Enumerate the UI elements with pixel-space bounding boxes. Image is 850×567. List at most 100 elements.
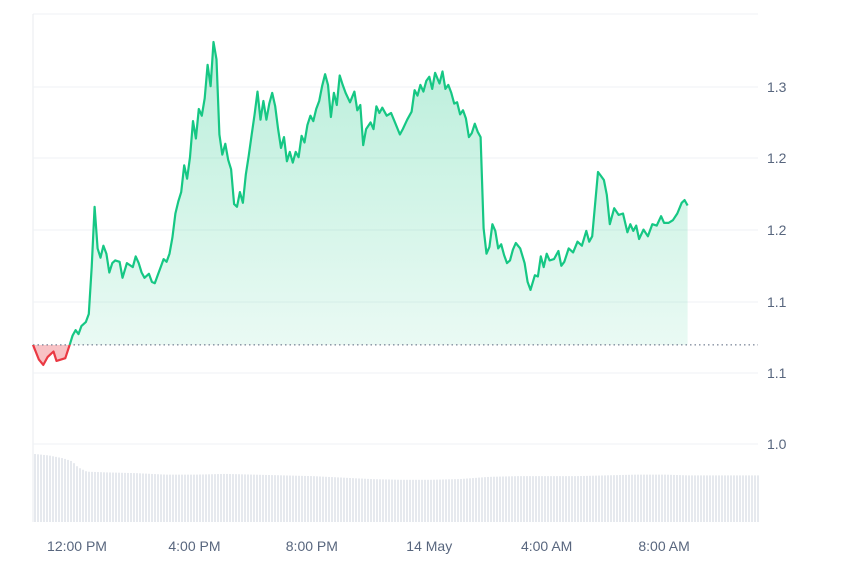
volume-bar bbox=[382, 479, 384, 522]
volume-bar bbox=[217, 474, 219, 522]
volume-bar bbox=[376, 479, 378, 522]
volume-bar bbox=[208, 474, 210, 522]
volume-bar bbox=[625, 474, 627, 522]
volume-bar bbox=[523, 476, 525, 522]
volume-bar bbox=[88, 471, 90, 522]
volume-bar bbox=[394, 479, 396, 522]
volume-bar bbox=[556, 476, 558, 522]
volume-bar bbox=[532, 476, 534, 522]
y-axis-labels: 1.3 1.2 1.2 1.1 1.1 1.0 bbox=[767, 79, 787, 452]
volume-bar bbox=[148, 473, 150, 522]
volume-bar bbox=[250, 474, 252, 522]
y-tick-label: 1.3 bbox=[767, 79, 787, 95]
volume-bar bbox=[175, 474, 177, 522]
volume-bar bbox=[748, 475, 750, 522]
volume-bar bbox=[172, 474, 174, 522]
volume-bar bbox=[133, 473, 135, 522]
volume-bar bbox=[55, 456, 57, 522]
volume-bar bbox=[418, 479, 420, 522]
volume-bar bbox=[397, 479, 399, 522]
volume-bar bbox=[64, 458, 66, 522]
volume-bar bbox=[364, 478, 366, 522]
volume-bar bbox=[499, 476, 501, 522]
volume-bar bbox=[262, 474, 264, 522]
volume-bar bbox=[454, 479, 456, 522]
volume-bar bbox=[127, 472, 129, 522]
volume-bar bbox=[520, 476, 522, 522]
volume-bar bbox=[142, 473, 144, 522]
volume-bar bbox=[595, 475, 597, 522]
volume-bar bbox=[43, 454, 45, 522]
volume-bar bbox=[694, 475, 696, 522]
volume-bar bbox=[739, 475, 741, 522]
volume-bar bbox=[562, 476, 564, 522]
volume-bar bbox=[154, 474, 156, 522]
volume-bar bbox=[646, 474, 648, 522]
volume-bar bbox=[433, 479, 435, 522]
volume-bar bbox=[190, 474, 192, 522]
volume-bar bbox=[478, 477, 480, 522]
volume-bar bbox=[607, 475, 609, 522]
x-tick-label: 4:00 PM bbox=[168, 538, 220, 554]
volume-bar bbox=[241, 474, 243, 522]
volume-bar bbox=[112, 472, 114, 522]
volume-bar bbox=[649, 474, 651, 522]
volume-bar bbox=[295, 475, 297, 522]
volume-bar bbox=[460, 478, 462, 522]
price-line-up bbox=[32, 40, 689, 345]
volume-bar bbox=[268, 475, 270, 522]
volume-bar bbox=[52, 456, 54, 522]
volume-bar bbox=[586, 475, 588, 522]
volume-bar bbox=[622, 474, 624, 522]
volume-bar bbox=[313, 476, 315, 522]
volume-bar bbox=[475, 477, 477, 522]
volume-bar bbox=[358, 478, 360, 522]
volume-bar bbox=[238, 474, 240, 522]
volume-bar bbox=[463, 478, 465, 522]
volume-bar bbox=[664, 474, 666, 522]
volume-bar bbox=[145, 473, 147, 522]
x-tick-label: 14 May bbox=[406, 538, 452, 554]
volume-bar bbox=[544, 476, 546, 522]
volume-bar bbox=[400, 479, 402, 522]
volume-bar bbox=[505, 476, 507, 522]
volume-bar bbox=[109, 472, 111, 522]
x-tick-label: 8:00 AM bbox=[638, 538, 689, 554]
volume-bar bbox=[427, 479, 429, 522]
volume-bar bbox=[415, 479, 417, 522]
volume-bar bbox=[343, 477, 345, 522]
volume-bar bbox=[325, 476, 327, 522]
volume-bar bbox=[73, 463, 75, 522]
volume-bar bbox=[118, 472, 120, 522]
volume-bar bbox=[715, 475, 717, 522]
volume-bar bbox=[487, 476, 489, 522]
volume-bar bbox=[316, 476, 318, 522]
volume-bar bbox=[613, 475, 615, 522]
volume-bar bbox=[115, 472, 117, 522]
volume-bar bbox=[448, 479, 450, 522]
volume-bar bbox=[100, 472, 102, 522]
volume-bar bbox=[451, 479, 453, 522]
volume-bar bbox=[220, 473, 222, 522]
volume-bar bbox=[709, 475, 711, 522]
volume-bar bbox=[235, 474, 237, 522]
volume-bar bbox=[304, 475, 306, 522]
volume-bar bbox=[103, 472, 105, 522]
volume-bar bbox=[592, 475, 594, 522]
volume-bar bbox=[79, 468, 81, 522]
volume-bar bbox=[370, 479, 372, 522]
volume-bar bbox=[679, 475, 681, 522]
volume-bar bbox=[577, 476, 579, 522]
volume-bar bbox=[724, 475, 726, 522]
volume-bar bbox=[469, 478, 471, 522]
volume-bar bbox=[502, 476, 504, 522]
x-tick-label: 12:00 PM bbox=[47, 538, 107, 554]
volume-bar bbox=[34, 454, 36, 522]
volume-bar bbox=[601, 475, 603, 522]
volume-bar bbox=[490, 476, 492, 522]
volume-bar bbox=[508, 476, 510, 522]
volume-bar bbox=[58, 457, 60, 522]
volume-bar bbox=[37, 454, 39, 522]
volume-bar bbox=[319, 476, 321, 522]
